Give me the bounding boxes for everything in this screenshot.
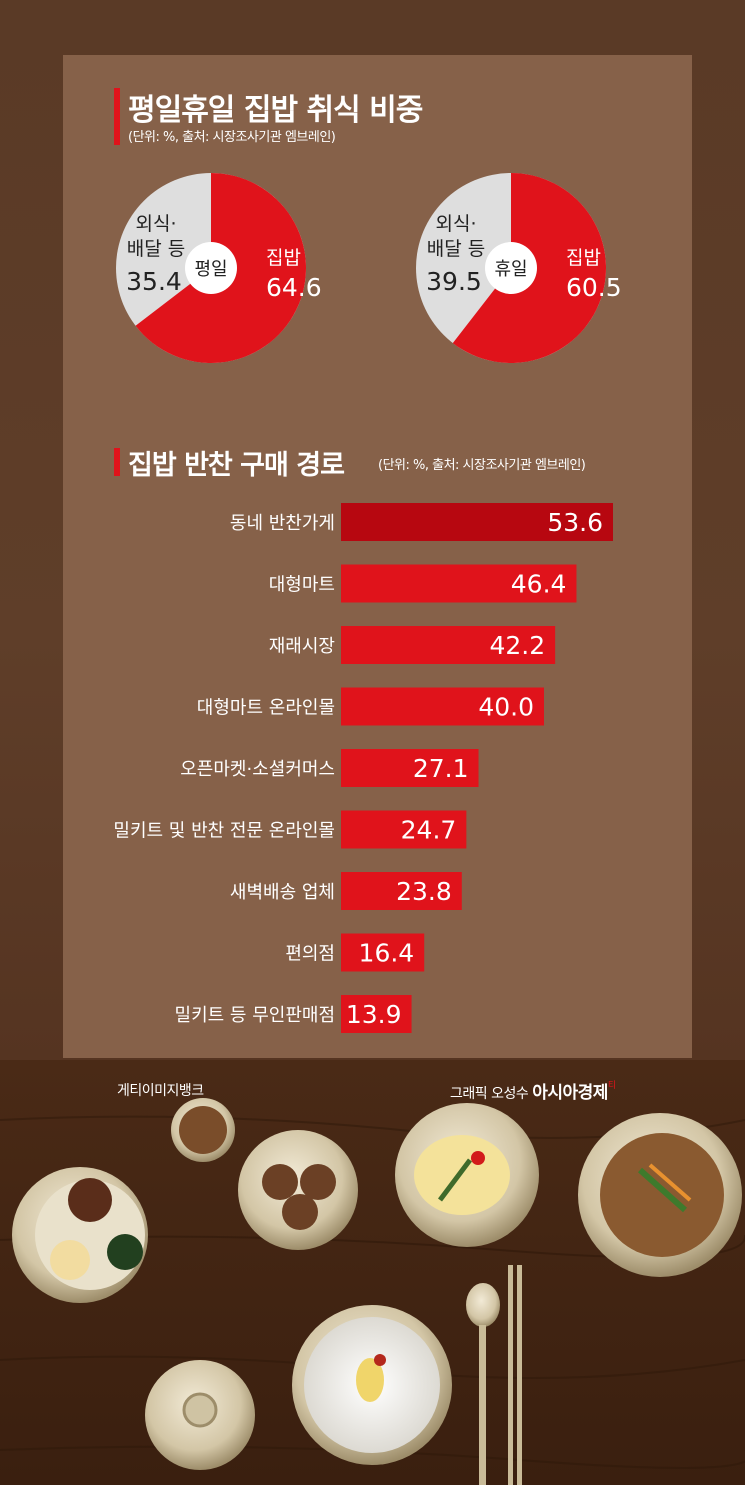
table-setting-photo <box>0 1060 745 1485</box>
section1-subtitle: (단위: %, 출처: 시장조사기관 엠브레인) <box>128 130 336 145</box>
bar-label-7: 새벽배송 업체 <box>230 882 335 903</box>
bar-value-4: 40.0 <box>478 693 534 722</box>
bar-3 <box>341 626 556 664</box>
bar-8 <box>341 933 425 972</box>
bar-label-4: 대형마트 온라인몰 <box>197 698 335 719</box>
spoon <box>466 1283 500 1327</box>
pie-holiday-out-value: 39.5 <box>426 267 482 296</box>
bar-value-9: 13.9 <box>346 1000 402 1029</box>
section2-title: 집밥 반찬 구매 경로 <box>128 450 345 481</box>
photo-credit: 게티이미지뱅크 <box>117 1083 204 1099</box>
bar-2 <box>341 564 577 603</box>
bar-value-3: 42.2 <box>489 631 545 660</box>
bar-value-5: 27.1 <box>413 754 469 783</box>
graphic-credit: 그래픽 오성수 아시아경제티 <box>450 1078 616 1103</box>
chopsticks <box>508 1265 513 1485</box>
brand-logo-mark: 티 <box>607 1081 616 1091</box>
bar-7 <box>341 872 462 910</box>
pie-weekday-out-label-line2: 배달 등 <box>127 238 185 260</box>
pie-weekday-center-label: 평일 <box>194 259 227 280</box>
bar-9 <box>341 995 412 1033</box>
section1-accent-bar <box>114 88 120 145</box>
bar-label-6: 밀키트 및 반찬 전문 온라인몰 <box>113 821 335 842</box>
bar-label-5: 오픈마켓·소셜커머스 <box>180 759 335 780</box>
pie-weekday-home-value: 64.6 <box>266 273 322 302</box>
pie-holiday-home-value: 60.5 <box>566 273 622 302</box>
pie-charts: 평일 집밥 64.6 외식· 배달 등 35.4 휴일 집밥 60.5 외식· 배달 등 39.5 <box>116 173 622 363</box>
pie-holiday-center-label: 휴일 <box>494 259 527 280</box>
brand-logo: 아시아경제 <box>532 1083 608 1103</box>
pie-weekday-home-label: 집밥 <box>266 247 301 269</box>
pie-weekday-center <box>185 242 237 294</box>
bar-label-9: 밀키트 등 무인판매점 <box>175 1005 335 1026</box>
pie-holiday-out-label-line1: 외식· <box>436 213 477 235</box>
bar-4 <box>341 687 544 726</box>
bar-label-2: 대형마트 <box>269 575 335 596</box>
graphic-credit-author: 그래픽 오성수 <box>450 1086 529 1102</box>
bar-label-1: 동네 반찬가게 <box>230 513 335 534</box>
bar-value-8: 16.4 <box>359 939 415 968</box>
bar-5 <box>341 749 479 787</box>
bar-6 <box>341 810 467 849</box>
bar-value-7: 23.8 <box>396 877 452 906</box>
bar-label-3: 재래시장 <box>269 636 335 657</box>
bar-value-1: 53.6 <box>547 508 603 537</box>
pie-weekday-out-value: 35.4 <box>126 267 182 296</box>
pie-holiday-out-label-line2: 배달 등 <box>427 238 485 260</box>
section2-subtitle: (단위: %, 출처: 시장조사기관 엠브레인) <box>378 458 586 473</box>
bar-value-6: 24.7 <box>401 816 457 845</box>
pie-holiday-center <box>485 242 537 294</box>
pie-weekday-out-label-line1: 외식· <box>136 213 177 235</box>
bar-value-2: 46.4 <box>511 570 567 599</box>
section1-title: 평일휴일 집밥 취식 비중 <box>128 93 423 128</box>
pie-holiday-home-label: 집밥 <box>566 247 601 269</box>
bar-chart: 동네 반찬가게 53.6 대형마트 46.4 재래시장 42.2 대형마트 온라인몰 40.0… <box>113 503 613 1033</box>
bar-label-8: 편의점 <box>285 944 335 965</box>
bar-1 <box>341 503 613 541</box>
section2-accent-bar <box>114 448 120 476</box>
plate-pancakes <box>238 1130 358 1250</box>
